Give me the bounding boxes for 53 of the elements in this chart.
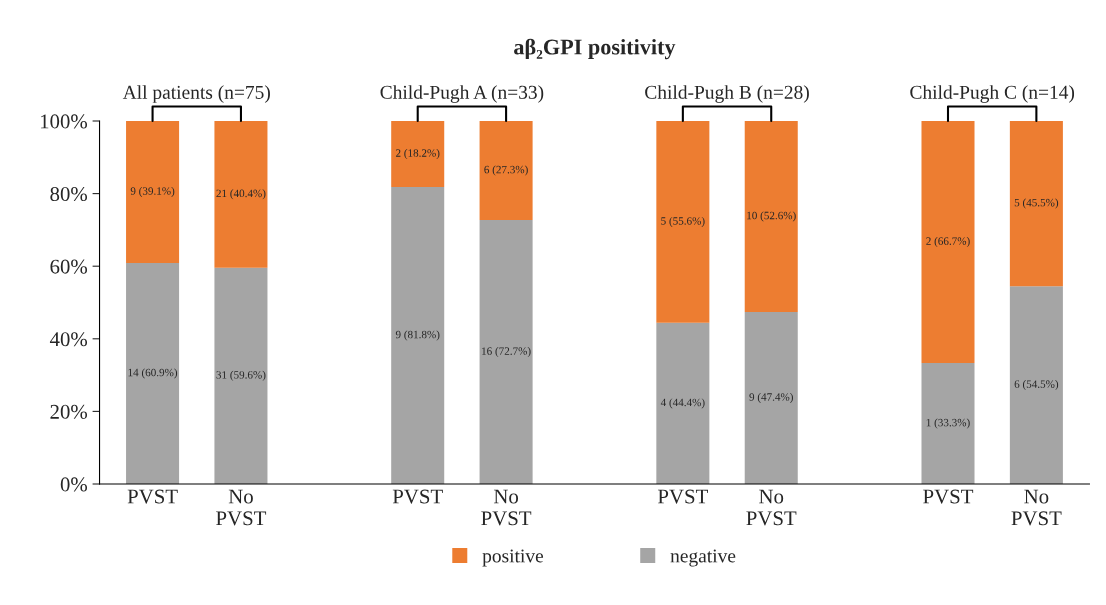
bar (214, 267, 268, 484)
bar (921, 121, 975, 364)
bar (1009, 286, 1063, 484)
data-label: 6 (54.5%) (1014, 380, 1059, 391)
bar (391, 187, 445, 484)
bar (656, 121, 710, 323)
data-label: 6 (27.3%) (484, 165, 528, 176)
data-label: 9 (39.1%) (130, 186, 175, 197)
text: Child-Pugh A (n=33) (380, 85, 544, 103)
data-label: 4 (44.4%) (660, 398, 705, 409)
x-tick-label: PVST (923, 489, 974, 504)
text: Child-Pugh B (n=28) (645, 85, 809, 103)
bar (479, 220, 533, 484)
data-label: 16 (72.7%) (482, 347, 531, 358)
bar (656, 322, 710, 484)
x-tick-label: PVST (127, 489, 178, 504)
x-tick-label: PVST (392, 489, 443, 504)
y-tick-label: 40% (49, 332, 88, 347)
data-label: 5 (55.6%) (661, 216, 705, 227)
data-label: 5 (45.5%) (1014, 198, 1059, 209)
chart-title: aβ₂GPI positivity (514, 38, 676, 60)
bar (391, 121, 445, 188)
data-label: 31 (59.6%) (216, 370, 266, 381)
data-label: 9 (47.4%) (749, 392, 793, 404)
data-label: 1 (33.3%) (926, 418, 970, 429)
x-tick-label: No PVST (746, 489, 797, 526)
x-tick-label: No PVST (481, 489, 532, 526)
y-tick-label: 80% (50, 186, 88, 202)
data-label: 9 (81.8%) (395, 330, 440, 341)
bar (921, 363, 975, 484)
x-tick-label: No PVST (1011, 489, 1062, 526)
y-tick-label: 60% (50, 259, 88, 274)
data-label: 14 (60.9%) (128, 368, 178, 379)
bar (744, 121, 798, 312)
bar (1009, 121, 1063, 287)
text: All patients (n=75) (122, 85, 270, 103)
y-tick-label: 100% (40, 114, 88, 129)
data-label: 2 (66.7%) (926, 237, 970, 248)
y-tick-label: 20% (50, 404, 88, 419)
bar (126, 262, 180, 484)
y-tick-label: 0% (60, 477, 88, 492)
legend-label: positive (482, 549, 544, 567)
bar (126, 121, 180, 263)
data-label: 21 (40.4%) (216, 189, 266, 200)
data-label: 10 (52.6%) (747, 211, 796, 222)
bar (744, 311, 798, 484)
legend-label: negative (670, 549, 736, 567)
bar (479, 121, 533, 221)
text: Child-Pugh C (n=14) (910, 85, 1075, 103)
x-tick-label: PVST (657, 489, 708, 504)
bar (214, 121, 268, 268)
x-tick-label: No PVST (216, 489, 267, 526)
data-label: 2 (18.2%) (395, 148, 440, 160)
